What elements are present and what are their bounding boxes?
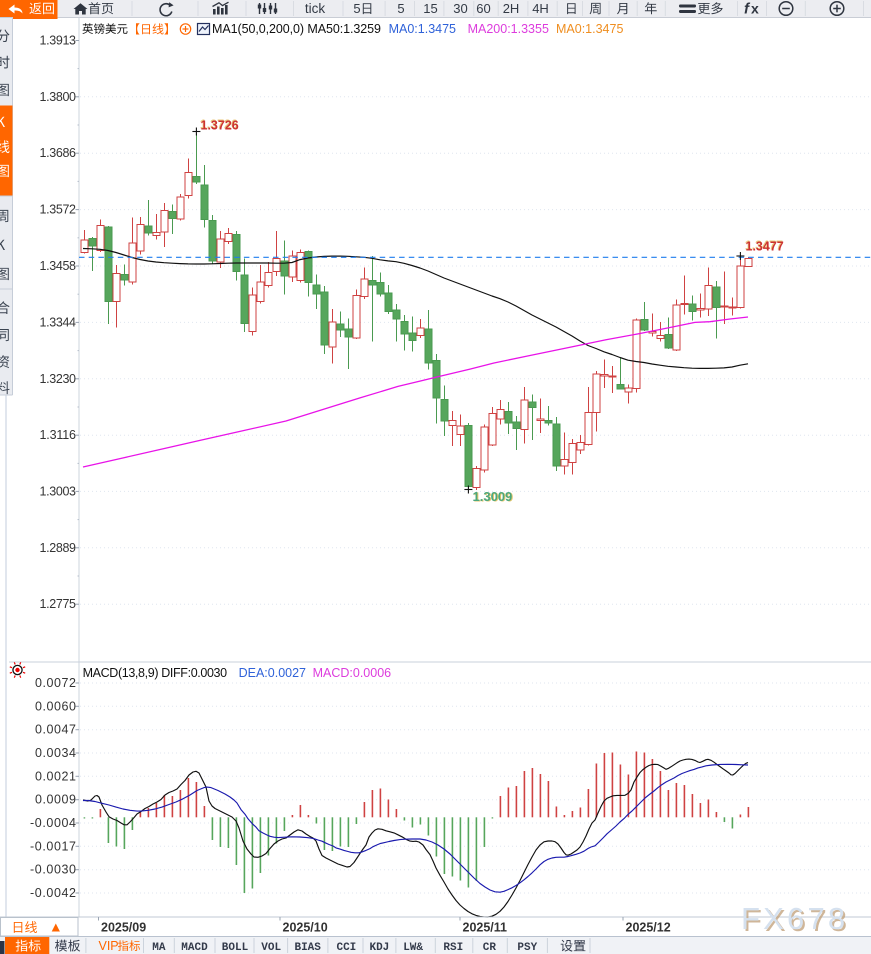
svg-text:1.3009: 1.3009 [473,489,513,504]
svg-text:0.0047: 0.0047 [35,723,76,737]
svg-text:1.2775: 1.2775 [40,597,77,611]
svg-text:BOLL: BOLL [222,942,249,954]
svg-text:RSI: RSI [443,942,463,954]
svg-text:2025/10: 2025/10 [283,921,328,935]
svg-text:0.0009: 0.0009 [35,793,76,807]
svg-text:1.3009: 1.3009 [474,490,514,505]
svg-text:1.3726: 1.3726 [200,118,238,132]
svg-text:1.3230: 1.3230 [40,372,77,386]
svg-text:f: f [744,1,751,18]
svg-text:MA0:1.3475: MA0:1.3475 [556,22,623,36]
svg-text:4H: 4H [532,1,549,16]
svg-text:MA1(50,0,200,0) MA50:1.3259: MA1(50,0,200,0) MA50:1.3259 [212,22,381,36]
svg-text:2H: 2H [503,1,520,16]
svg-text:2025/12: 2025/12 [626,921,671,935]
svg-text:MACD(13,8,9) DIFF:0.0030: MACD(13,8,9) DIFF:0.0030 [83,666,228,680]
svg-text:0.0072: 0.0072 [35,676,76,690]
svg-text:1.3477: 1.3477 [746,240,784,254]
svg-text:5: 5 [397,1,404,16]
svg-text:1.3800: 1.3800 [40,90,77,104]
svg-text:5: 5 [353,1,360,16]
svg-text:VIP: VIP [99,939,119,953]
svg-text:MA0:1.3475: MA0:1.3475 [389,22,456,36]
svg-text:60: 60 [476,1,490,16]
svg-text:FX678: FX678 [741,901,848,936]
svg-text:1.3003: 1.3003 [40,484,77,498]
svg-text:MA: MA [152,942,166,954]
svg-text:x: x [751,1,759,17]
svg-text:1.3344: 1.3344 [40,315,77,329]
svg-text:CCI: CCI [336,942,356,954]
svg-text:KDJ: KDJ [369,942,389,954]
svg-text:1.2889: 1.2889 [40,541,77,555]
svg-text:2025/11: 2025/11 [463,921,508,935]
svg-text:0.0034: 0.0034 [35,746,76,760]
svg-text:MA200:1.3355: MA200:1.3355 [468,22,549,36]
svg-text:-0.0042: -0.0042 [30,886,76,900]
svg-text:-0.0017: -0.0017 [30,839,76,853]
svg-text:tick: tick [305,1,326,16]
svg-text:DEA:0.0027: DEA:0.0027 [239,666,306,680]
svg-text:1.3726: 1.3726 [201,119,239,133]
svg-text:1.3116: 1.3116 [40,428,77,442]
svg-text:1.3477: 1.3477 [745,239,783,253]
svg-text:PSY: PSY [517,942,537,954]
svg-text:0.0021: 0.0021 [35,769,76,783]
svg-text:-0.0030: -0.0030 [30,863,76,877]
svg-text:-0.0004: -0.0004 [30,816,76,830]
svg-text:0.0060: 0.0060 [35,699,76,713]
svg-text:2025/09: 2025/09 [101,921,146,935]
svg-text:1.3913: 1.3913 [40,34,77,48]
svg-text:15: 15 [423,1,437,16]
svg-text:LW&: LW& [403,942,423,954]
svg-text:CR: CR [483,942,497,954]
svg-text:1.3686: 1.3686 [40,146,77,160]
svg-text:MACD: MACD [181,942,208,954]
svg-text:FX678: FX678 [743,903,850,938]
svg-text:1.3458: 1.3458 [40,259,77,273]
svg-text:VOL: VOL [261,942,281,954]
svg-text:BIAS: BIAS [294,942,321,954]
svg-text:MACD:0.0006: MACD:0.0006 [313,666,392,680]
svg-text:1.3572: 1.3572 [40,203,77,217]
svg-text:30: 30 [453,1,467,16]
